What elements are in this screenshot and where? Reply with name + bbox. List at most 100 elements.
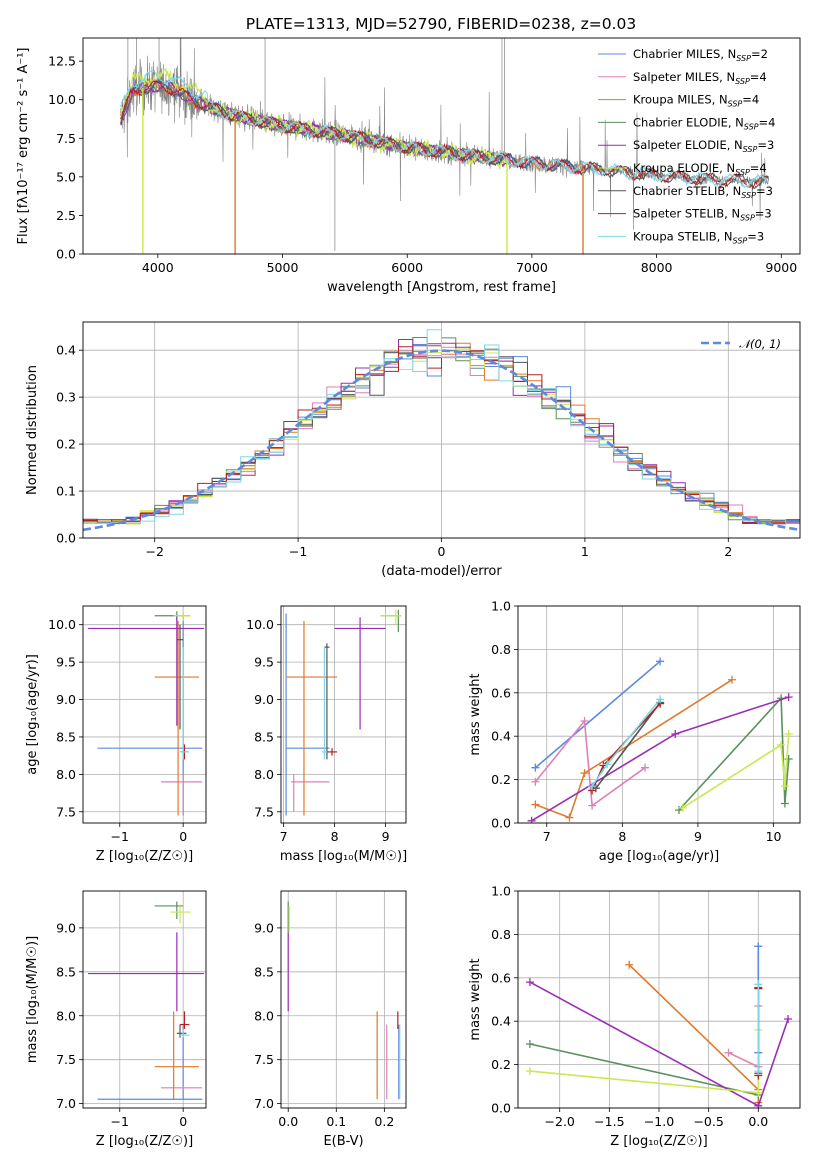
y-tick-label: 0.6 xyxy=(491,970,511,985)
axes-frame xyxy=(82,890,207,1109)
x-tick-label: 1 xyxy=(581,544,589,559)
legend: 𝒩(0, 1) xyxy=(701,337,781,351)
y-tick-label: 0.8 xyxy=(491,927,511,942)
y-tick-label: 7.5 xyxy=(56,131,76,146)
legend-label: 𝒩(0, 1) xyxy=(739,337,781,351)
y-tick-label: 8.5 xyxy=(56,729,76,744)
y-tick-label: 7.5 xyxy=(254,804,274,819)
panel-age_vs_Z: −1 0 7.5 8.0 8.5 9.0 9.5 10.0 Z [log₁₀(Z/Z☉)] age… xyxy=(25,605,207,864)
y-tick-label: 8.0 xyxy=(56,767,76,782)
x-tick-label: 6000 xyxy=(391,260,423,275)
x-tick-label: −0.5 xyxy=(693,1114,723,1129)
y-tick-label: 0.0 xyxy=(491,1101,511,1116)
axes-frame xyxy=(517,890,801,1109)
x-tick-label: 9 xyxy=(694,829,702,844)
y-tick-label: 9.5 xyxy=(56,655,76,670)
x-tick-label: −1 xyxy=(111,829,129,844)
legend-label: Salpeter MILES, NSSP=4 xyxy=(633,70,767,86)
y-tick-label: 8.0 xyxy=(254,1008,274,1023)
data-point-marker xyxy=(754,1101,763,1108)
data-point-marker xyxy=(525,1067,534,1076)
data-point-marker xyxy=(678,803,687,812)
grid xyxy=(518,605,800,824)
data-point-marker xyxy=(531,763,540,772)
plot-area xyxy=(83,329,800,532)
series-line-kelodie xyxy=(529,1029,760,1094)
x-ticks: 4000 5000 6000 7000 8000 9000 xyxy=(142,254,797,275)
series-line-smiles xyxy=(534,718,646,808)
x-ticks: 7 8 9 10 xyxy=(543,823,782,844)
series-line-selodie xyxy=(531,696,789,822)
data-point-marker xyxy=(588,801,597,810)
y-axis-label: Normed distribution xyxy=(25,365,40,495)
panel-mw_vs_age: 7 8 9 10 0.0 0.2 0.4 0.6 0.8 1.0 age [log₁₀(age/yr… xyxy=(468,599,801,864)
y-tick-label: 1.0 xyxy=(491,599,511,614)
series-line-kelodie xyxy=(682,733,790,809)
y-tick-label: 0.8 xyxy=(491,642,511,657)
data-point-marker xyxy=(525,1039,534,1048)
x-axis-label: (data-model)/error xyxy=(381,564,502,579)
x-axis-label: Z [log₁₀(Z/Z☉)] xyxy=(96,1134,193,1149)
legend-label: Kroupa STELIB, NSSP=3 xyxy=(633,229,764,245)
data-point-marker xyxy=(565,813,574,822)
data-point-marker xyxy=(754,980,763,989)
y-tick-label: 7.5 xyxy=(254,1052,274,1067)
panel-residuals: −2 −1 0 1 2 0.0 0.1 0.2 0.3 0.4 (data-model)/error… xyxy=(25,321,801,579)
y-tick-label: 0.0 xyxy=(491,816,511,831)
y-tick-label: 9.0 xyxy=(56,692,76,707)
x-tick-label: 0.2 xyxy=(374,1114,394,1129)
data-point-marker xyxy=(727,675,736,684)
data-point-marker xyxy=(784,693,793,702)
y-tick-label: 10.0 xyxy=(246,617,274,632)
y-ticks: 7.0 7.5 8.0 8.5 9.0 xyxy=(56,920,83,1111)
y-tick-label: 7.0 xyxy=(254,1096,274,1111)
model-spectrum-kstelib xyxy=(119,69,769,189)
x-tick-label: −1 xyxy=(111,1114,129,1129)
x-tick-label: −1.5 xyxy=(594,1114,624,1129)
y-tick-label: 9.0 xyxy=(254,920,274,935)
grid xyxy=(83,891,206,1108)
x-ticks: −1 0 xyxy=(111,823,187,844)
grid xyxy=(83,606,206,823)
y-tick-label: 0.3 xyxy=(56,390,76,405)
x-tick-label: 4000 xyxy=(142,260,174,275)
panel-spectrum: 4000 5000 6000 7000 8000 9000 0.0 2.5 5.0 7.5 10.0… xyxy=(16,37,801,295)
data-point-marker xyxy=(531,777,540,786)
data-point-marker xyxy=(671,730,680,739)
y-axis-label: mass weight xyxy=(468,673,483,755)
y-ticks: 0.0 0.2 0.4 0.6 0.8 1.0 xyxy=(491,599,518,831)
x-tick-label: 0 xyxy=(179,829,187,844)
x-tick-label: 2 xyxy=(724,544,732,559)
x-tick-label: 0 xyxy=(179,1114,187,1129)
x-tick-label: 0.0 xyxy=(748,1114,768,1129)
data-point-marker xyxy=(656,695,665,704)
y-ticks: 0.0 0.1 0.2 0.3 0.4 xyxy=(56,343,83,546)
plot-area xyxy=(527,657,793,823)
y-tick-label: 9.5 xyxy=(254,655,274,670)
x-tick-label: 0 xyxy=(438,544,446,559)
data-point-marker xyxy=(656,657,665,666)
y-tick-label: 0.4 xyxy=(491,729,511,744)
data-point-marker xyxy=(754,1067,763,1076)
y-tick-label: 2.5 xyxy=(56,208,76,223)
data-point-marker xyxy=(580,769,589,778)
y-axis-label: mass weight xyxy=(468,958,483,1040)
legend: Chabrier MILES, NSSP=2 Salpeter MILES, NS… xyxy=(598,47,775,245)
histogram-kstelib xyxy=(83,329,800,525)
axes-frame xyxy=(280,890,407,1109)
series-line-cmiles xyxy=(534,660,661,769)
figure-title: PLATE=1313, MJD=52790, FIBERID=0238, z=0… xyxy=(246,15,636,33)
y-axis-label: mass [log₁₀(M/M☉)] xyxy=(25,936,40,1063)
plot-area xyxy=(88,901,205,1100)
axes-frame xyxy=(82,605,207,824)
data-point-marker xyxy=(777,740,786,749)
x-tick-label: −1 xyxy=(289,544,307,559)
plot-area xyxy=(285,609,401,816)
panel-mass_vs_Z: −1 0 7.0 7.5 8.0 8.5 9.0 Z [log₁₀(Z/Z☉)] mass [l… xyxy=(25,890,207,1149)
y-tick-label: 0.0 xyxy=(56,531,76,546)
data-point-marker xyxy=(588,782,597,791)
legend-label: Salpeter ELODIE, NSSP=3 xyxy=(633,138,774,154)
y-ticks: 7.5 8.0 8.5 9.0 9.5 10.0 xyxy=(48,617,83,819)
data-point-marker xyxy=(784,730,793,739)
y-tick-label: 0.1 xyxy=(56,484,76,499)
